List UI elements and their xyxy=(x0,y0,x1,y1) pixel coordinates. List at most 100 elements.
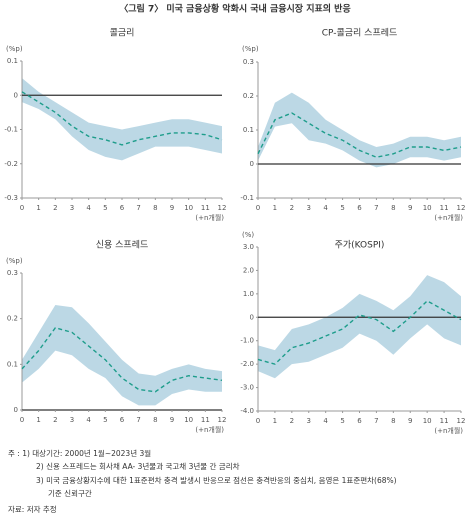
x-tick-label: 12 xyxy=(218,204,227,212)
panel-title: 콜금리 xyxy=(110,28,135,39)
x-tick-label: 3 xyxy=(307,204,311,212)
x-unit: (+n개월) xyxy=(434,426,463,435)
x-tick-label: 5 xyxy=(103,416,107,424)
figure-title: 〈그림 7〉 미국 금융상황 악화시 국내 금융시장 지표의 반응 xyxy=(119,3,351,15)
confidence-band xyxy=(258,275,461,379)
x-tick-label: 1 xyxy=(36,416,40,424)
x-tick-label: 11 xyxy=(201,204,210,212)
y-tick-label: -2.0 xyxy=(240,360,254,368)
x-tick-label: 8 xyxy=(153,416,157,424)
x-tick-label: 6 xyxy=(357,204,362,212)
y-tick-label: 0 xyxy=(250,160,254,168)
x-tick-label: 10 xyxy=(184,204,193,212)
x-tick-label: 7 xyxy=(136,204,140,212)
x-tick-label: 3 xyxy=(70,416,74,424)
y-tick-label: -0.2 xyxy=(4,160,18,168)
x-tick-label: 5 xyxy=(340,204,344,212)
y-tick-label: 0.3 xyxy=(7,269,18,277)
y-tick-label: 2.0 xyxy=(243,266,254,274)
x-tick-label: 9 xyxy=(408,417,412,425)
response-line xyxy=(257,112,462,158)
note: 2) 신용 스프레드는 회사채 AA- 3년물과 국고채 3년물 간 금리차 xyxy=(36,461,240,471)
x-tick-label: 2 xyxy=(290,204,294,212)
x-unit: (+n개월) xyxy=(195,213,224,222)
y-tick-label: 0.2 xyxy=(243,92,254,100)
x-tick-label: 1 xyxy=(273,417,277,425)
x-tick-label: 4 xyxy=(323,417,328,425)
panel-title: 신용 스프레드 xyxy=(96,240,149,251)
x-tick-label: 2 xyxy=(53,416,57,424)
x-tick-label: 10 xyxy=(184,416,193,424)
source: 자료: 저자 추정 xyxy=(8,504,57,514)
x-tick-label: 9 xyxy=(408,204,412,212)
y-tick-label: 0.2 xyxy=(7,315,18,323)
y-tick-label: -3.0 xyxy=(240,384,254,392)
response-line xyxy=(21,91,223,146)
x-tick-label: 4 xyxy=(86,204,91,212)
x-tick-label: 3 xyxy=(70,204,74,212)
y-unit: (%p) xyxy=(6,257,23,265)
confidence-band xyxy=(22,78,222,161)
panel-title: CP-콜금리 스프레드 xyxy=(322,28,398,39)
x-tick-label: 1 xyxy=(36,204,40,212)
y-tick-label: -4.0 xyxy=(240,407,254,415)
x-tick-label: 6 xyxy=(357,417,362,425)
x-tick-label: 2 xyxy=(290,417,294,425)
x-tick-label: 0 xyxy=(256,204,260,212)
x-tick-label: 4 xyxy=(86,416,91,424)
y-tick-label: 3.0 xyxy=(243,243,254,251)
y-tick-label: -0.3 xyxy=(4,194,18,202)
x-tick-label: 7 xyxy=(374,204,378,212)
x-tick-label: 12 xyxy=(457,417,466,425)
note: 기준 신뢰구간 xyxy=(48,488,92,498)
x-tick-label: 7 xyxy=(136,416,140,424)
x-tick-label: 8 xyxy=(153,204,157,212)
y-tick-label: 0 xyxy=(14,91,18,99)
response-line xyxy=(21,326,223,393)
x-tick-label: 8 xyxy=(391,204,395,212)
x-tick-label: 9 xyxy=(170,416,174,424)
x-tick-label: 6 xyxy=(120,416,125,424)
y-tick-label: 1.0 xyxy=(243,290,254,298)
x-tick-label: 10 xyxy=(423,417,432,425)
y-tick-label: 0.3 xyxy=(243,58,254,66)
x-tick-label: 4 xyxy=(323,204,328,212)
x-tick-label: 5 xyxy=(340,417,344,425)
x-tick-label: 7 xyxy=(374,417,378,425)
x-tick-label: 11 xyxy=(440,417,449,425)
x-tick-label: 12 xyxy=(457,204,466,212)
x-tick-label: 8 xyxy=(391,417,395,425)
x-unit: (+n개월) xyxy=(434,213,463,222)
x-tick-label: 1 xyxy=(273,204,277,212)
x-tick-label: 3 xyxy=(307,417,311,425)
x-tick-label: 10 xyxy=(423,204,432,212)
panel-title: 주가(KOSPI) xyxy=(335,240,385,251)
y-unit: (%) xyxy=(242,231,254,239)
y-unit: (%p) xyxy=(6,45,23,53)
y-tick-label: 0.1 xyxy=(7,360,18,368)
y-tick-label: -0.1 xyxy=(240,194,254,202)
x-unit: (+n개월) xyxy=(195,425,224,434)
x-tick-label: 5 xyxy=(103,204,107,212)
x-tick-label: 0 xyxy=(256,417,260,425)
y-unit: (%p) xyxy=(242,45,259,53)
y-tick-label: 0.1 xyxy=(243,126,254,134)
x-tick-label: 0 xyxy=(20,204,24,212)
x-tick-label: 11 xyxy=(201,416,210,424)
note: 3) 미국 금융상황지수에 대한 1표준편차 충격 발생시 반응으로 점선은 충… xyxy=(36,475,397,485)
x-tick-label: 6 xyxy=(120,204,125,212)
y-tick-label: -1.0 xyxy=(240,337,254,345)
y-tick-label: 0 xyxy=(250,313,254,321)
y-tick-label: -0.1 xyxy=(4,126,18,134)
confidence-band xyxy=(258,92,461,168)
confidence-band xyxy=(22,304,222,406)
x-tick-label: 2 xyxy=(53,204,57,212)
x-tick-label: 0 xyxy=(20,416,24,424)
note: 주 : 1) 대상기간: 2000년 1월~2023년 3월 xyxy=(8,448,151,458)
y-tick-label: 0 xyxy=(14,406,18,414)
x-tick-label: 12 xyxy=(218,416,227,424)
x-tick-label: 9 xyxy=(170,204,174,212)
y-tick-label: 0.1 xyxy=(7,57,18,65)
